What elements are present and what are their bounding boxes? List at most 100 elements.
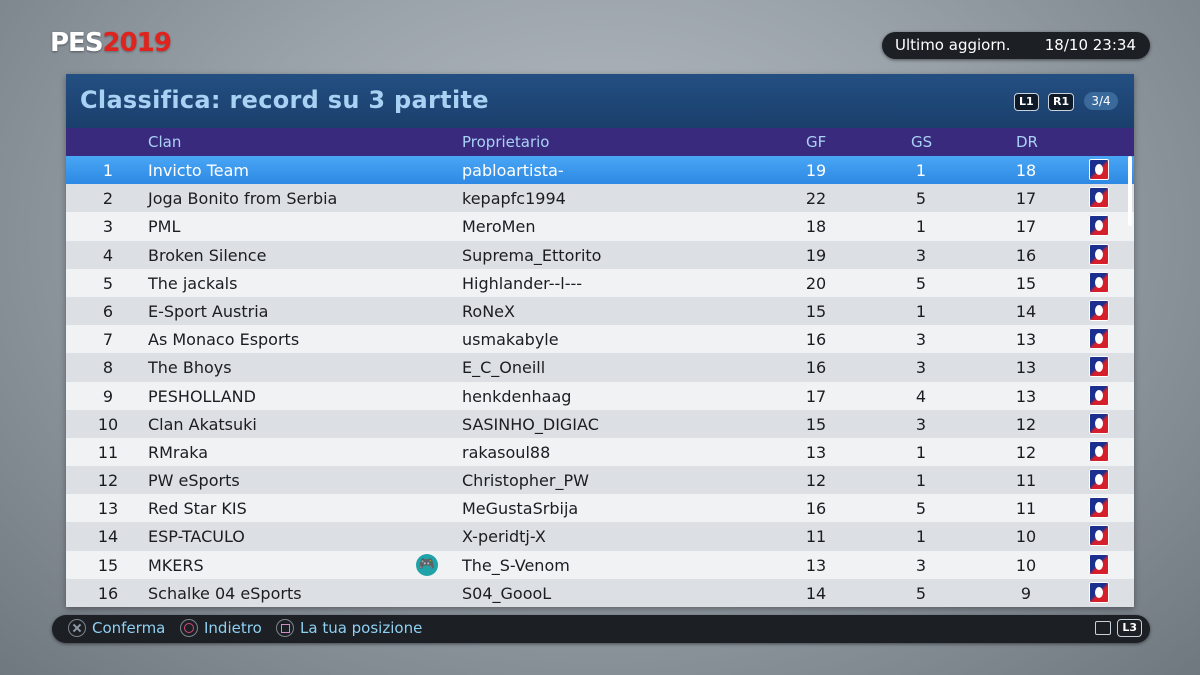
row-dr: 10 — [1015, 555, 1037, 575]
row-gf: 12 — [805, 471, 827, 491]
col-owner: Proprietario — [462, 133, 550, 151]
row-clan: PW eSports — [148, 471, 240, 491]
controls-footer: Conferma Indietro La tua posizione L3 — [52, 615, 1150, 643]
row-owner: Suprema_Ettorito — [462, 245, 602, 265]
back-label: Indietro — [204, 619, 262, 637]
back-control[interactable]: Indietro — [180, 619, 262, 637]
table-row[interactable]: 7 As Monaco Esports usmakabyle 16 3 13 — [66, 325, 1134, 354]
table-row[interactable]: 12 PW eSports Christopher_PW 12 1 11 — [66, 466, 1134, 495]
panel-header: Classifica: record su 3 partite L1 R1 3/… — [66, 74, 1134, 128]
row-owner: RoNeX — [462, 301, 515, 321]
row-rank: 13 — [97, 499, 119, 519]
table-row[interactable]: 9 PESHOLLAND henkdenhaag 17 4 13 — [66, 381, 1134, 410]
row-dr: 15 — [1015, 273, 1037, 293]
page-title: Classifica: record su 3 partite — [80, 86, 489, 114]
row-gf: 15 — [805, 301, 827, 321]
col-gs: GS — [911, 133, 933, 151]
clan-badge-icon — [1089, 215, 1109, 237]
table-row[interactable]: 15 MKERS 🎮 The_S-Venom 13 3 10 — [66, 550, 1134, 579]
row-rank: 5 — [102, 273, 114, 293]
row-clan: Clan Akatsuki — [148, 414, 257, 434]
row-dr: 9 — [1020, 583, 1032, 603]
your-position-label: La tua posizione — [300, 619, 423, 637]
row-owner: The_S-Venom — [462, 555, 570, 575]
row-gf: 19 — [805, 161, 827, 180]
leaderboard-table: 1 Invicto Team pabloartista- 19 1 18 2 J… — [66, 156, 1134, 607]
confirm-label: Conferma — [92, 619, 166, 637]
clan-badge-icon — [1089, 187, 1109, 209]
table-row[interactable]: 13 Red Star KIS MeGustaSrbija 16 5 11 — [66, 494, 1134, 523]
confirm-control[interactable]: Conferma — [68, 619, 165, 637]
row-owner: MeGustaSrbija — [462, 499, 579, 519]
square-button-icon — [276, 619, 294, 637]
row-clan: E-Sport Austria — [148, 301, 269, 321]
table-row[interactable]: 8 The Bhoys E_C_Oneill 16 3 13 — [66, 353, 1134, 382]
r1-button-hint[interactable]: R1 — [1048, 93, 1075, 111]
row-rank: 11 — [97, 442, 119, 462]
table-row[interactable]: 2 Joga Bonito from Serbia kepapfc1994 22… — [66, 184, 1134, 213]
table-row[interactable]: 5 The jackals Highlander--l--- 20 5 15 — [66, 268, 1134, 297]
l3-button-hint: L3 — [1117, 619, 1142, 637]
row-dr: 13 — [1015, 330, 1037, 350]
your-position-control[interactable]: La tua posizione — [276, 619, 422, 637]
row-dr: 16 — [1015, 245, 1037, 265]
row-dr: 12 — [1015, 442, 1037, 462]
row-gs: 3 — [915, 330, 927, 350]
table-row[interactable]: 16 Schalke 04 eSports S04_GoooL 14 5 9 — [66, 578, 1134, 607]
row-owner: S04_GoooL — [462, 583, 552, 603]
clan-badge-icon — [1089, 384, 1109, 406]
row-gs: 5 — [915, 583, 927, 603]
table-row[interactable]: 11 RMraka rakasoul88 13 1 12 — [66, 437, 1134, 467]
circle-button-icon — [180, 619, 198, 637]
row-rank: 16 — [97, 583, 119, 603]
chat-control[interactable]: L3 — [1095, 619, 1142, 637]
clan-badge-icon — [1089, 553, 1109, 575]
row-clan: PESHOLLAND — [148, 386, 256, 406]
row-clan: As Monaco Esports — [148, 330, 300, 350]
row-clan: Invicto Team — [148, 161, 250, 180]
col-dr: DR — [1016, 133, 1038, 151]
row-owner: rakasoul88 — [462, 442, 551, 462]
last-update-label: Ultimo aggiorn. — [895, 36, 1011, 54]
logo-year: 2019 — [102, 28, 172, 58]
row-gs: 1 — [915, 217, 927, 237]
row-gs: 5 — [915, 499, 927, 519]
clan-badge-icon — [1089, 469, 1109, 491]
row-clan: ESP-TACULO — [148, 527, 245, 547]
clan-badge-icon — [1089, 581, 1109, 603]
table-row[interactable]: 1 Invicto Team pabloartista- 19 1 18 — [66, 156, 1134, 185]
row-gf: 22 — [805, 189, 827, 209]
row-gs: 1 — [915, 301, 927, 321]
table-row[interactable]: 6 E-Sport Austria RoNeX 15 1 14 — [66, 296, 1134, 326]
table-row[interactable]: 4 Broken Silence Suprema_Ettorito 19 3 1… — [66, 240, 1134, 269]
scrollbar[interactable] — [1128, 156, 1132, 606]
row-rank: 4 — [102, 245, 114, 265]
row-rank: 9 — [102, 386, 114, 406]
gamepad-icon: 🎮 — [416, 553, 438, 576]
l1-button-hint[interactable]: L1 — [1014, 93, 1039, 111]
row-dr: 10 — [1015, 527, 1037, 547]
row-gf: 16 — [805, 330, 827, 350]
cross-button-icon — [68, 619, 86, 637]
chat-icon — [1095, 621, 1112, 635]
row-dr: 11 — [1015, 499, 1037, 519]
table-header: Clan Proprietario GF GS DR — [66, 128, 1134, 156]
table-row[interactable]: 14 ESP-TACULO X-peridtj-X 11 1 10 — [66, 522, 1134, 551]
row-gs: 3 — [915, 245, 927, 265]
clan-badge-icon — [1089, 271, 1109, 293]
pes2019-logo: PES2019 — [50, 28, 172, 58]
scrollbar-thumb[interactable] — [1128, 156, 1132, 226]
row-gf: 11 — [805, 527, 827, 547]
table-row[interactable]: 3 PML MeroMen 18 1 17 — [66, 212, 1134, 241]
row-gf: 14 — [805, 583, 827, 603]
row-dr: 11 — [1015, 471, 1037, 491]
row-dr: 14 — [1015, 301, 1037, 321]
table-row[interactable]: 10 Clan Akatsuki SASINHO_DIGIAC 15 3 12 — [66, 409, 1134, 438]
row-gf: 19 — [805, 245, 827, 265]
clan-badge-icon — [1089, 328, 1109, 350]
row-rank: 7 — [102, 330, 114, 350]
leaderboard-panel: Classifica: record su 3 partite L1 R1 3/… — [66, 74, 1134, 607]
row-gs: 1 — [915, 527, 927, 547]
row-clan: Red Star KIS — [148, 499, 247, 519]
clan-badge-icon — [1089, 243, 1109, 265]
